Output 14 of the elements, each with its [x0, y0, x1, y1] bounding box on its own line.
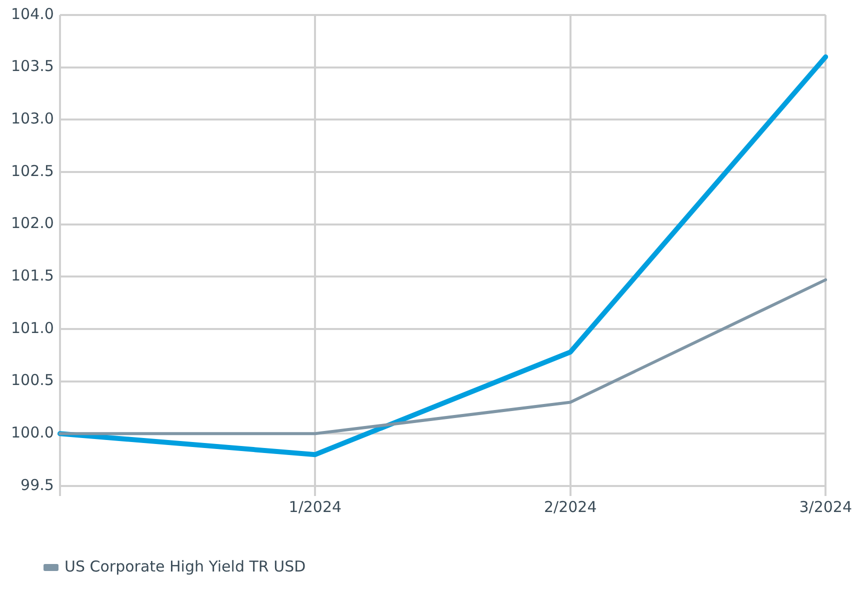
y-tick-label: 103.0 [10, 110, 54, 128]
y-tick-label: 101.5 [10, 266, 54, 285]
y-tick-label: 102.0 [10, 214, 54, 232]
y-tick-label: 100.5 [10, 371, 54, 390]
x-tick-label: 1/2024 [288, 498, 342, 516]
x-tick-label: 2/2024 [544, 498, 597, 516]
x-tick-label: 3/2024 [799, 498, 852, 516]
y-tick-label: 99.5 [20, 476, 54, 494]
legend-label: US Corporate High Yield TR USD [64, 557, 306, 576]
y-tick-label: 100.0 [10, 424, 54, 442]
y-tick-label: 103.5 [10, 57, 54, 76]
y-tick-label: 104.0 [10, 4, 54, 23]
y-tick-label: 101.0 [10, 318, 54, 337]
y-tick-label: 102.5 [10, 162, 54, 180]
